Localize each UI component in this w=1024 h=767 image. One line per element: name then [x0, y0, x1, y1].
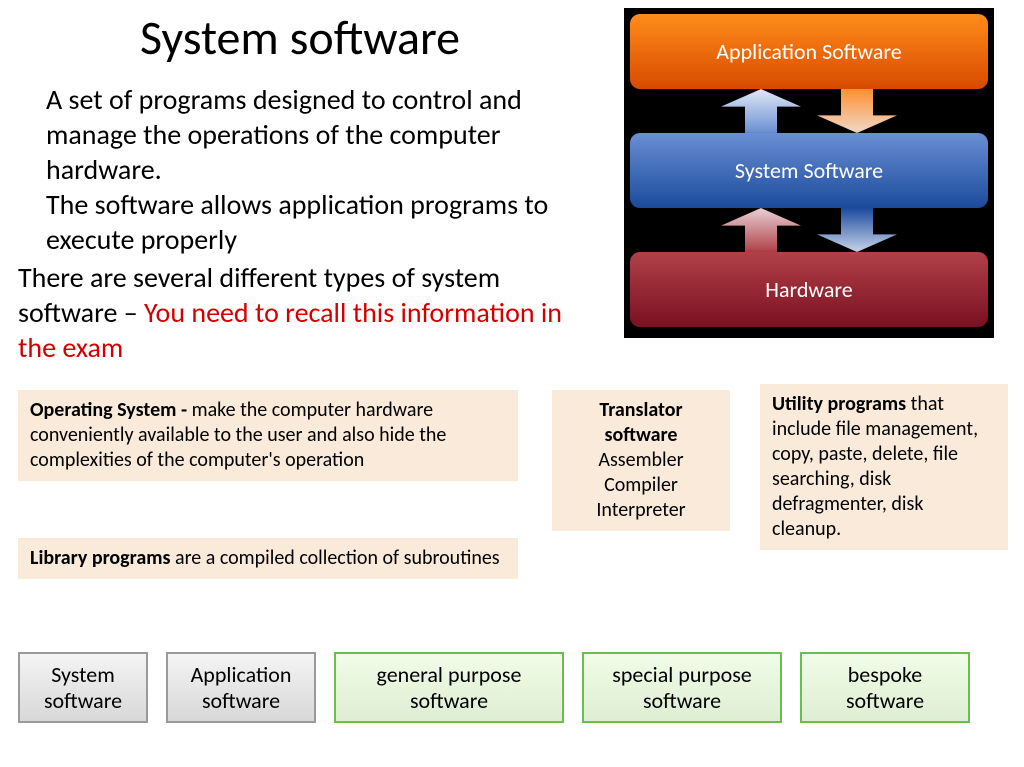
- layer-application: Application Software: [630, 14, 988, 89]
- nav-system-software[interactable]: System software: [18, 652, 148, 723]
- arrow-up-icon: [721, 208, 801, 252]
- nav-bespoke[interactable]: bespoke software: [800, 652, 970, 723]
- arrow-down-icon: [817, 208, 897, 252]
- software-layers-diagram: Application Software System Software Har…: [624, 8, 994, 338]
- lib-bold: Library programs: [30, 546, 175, 570]
- layer-hardware: Hardware: [630, 252, 988, 327]
- nav-general-purpose[interactable]: general purpose software: [334, 652, 564, 723]
- os-bold: Operating System -: [30, 398, 192, 422]
- util-bold: Utility programs: [772, 392, 906, 416]
- box-translator-software: Translator software AssemblerCompilerInt…: [552, 390, 730, 531]
- types-paragraph: There are several different types of sys…: [18, 260, 598, 365]
- lib-text: are a compiled collection of subroutines: [175, 546, 500, 570]
- arrows-app-sys: [630, 89, 988, 133]
- intro-paragraph: A set of programs designed to control an…: [46, 82, 576, 257]
- nav-application-software[interactable]: Application software: [166, 652, 316, 723]
- box-library-programs: Library programs are a compiled collecti…: [18, 538, 518, 579]
- trans-bold: Translator software: [599, 398, 682, 447]
- arrow-up-icon: [721, 89, 801, 133]
- box-operating-system: Operating System - make the computer har…: [18, 390, 518, 481]
- arrows-sys-hw: [630, 208, 988, 252]
- nav-special-purpose[interactable]: special purpose software: [582, 652, 782, 723]
- box-utility-programs: Utility programs that include file manag…: [760, 384, 1008, 550]
- layer-system: System Software: [630, 133, 988, 208]
- arrow-down-icon: [817, 89, 897, 133]
- trans-lines: AssemblerCompilerInterpreter: [596, 448, 685, 522]
- nav-button-row: System software Application software gen…: [18, 652, 1006, 723]
- page-title: System software: [140, 8, 460, 67]
